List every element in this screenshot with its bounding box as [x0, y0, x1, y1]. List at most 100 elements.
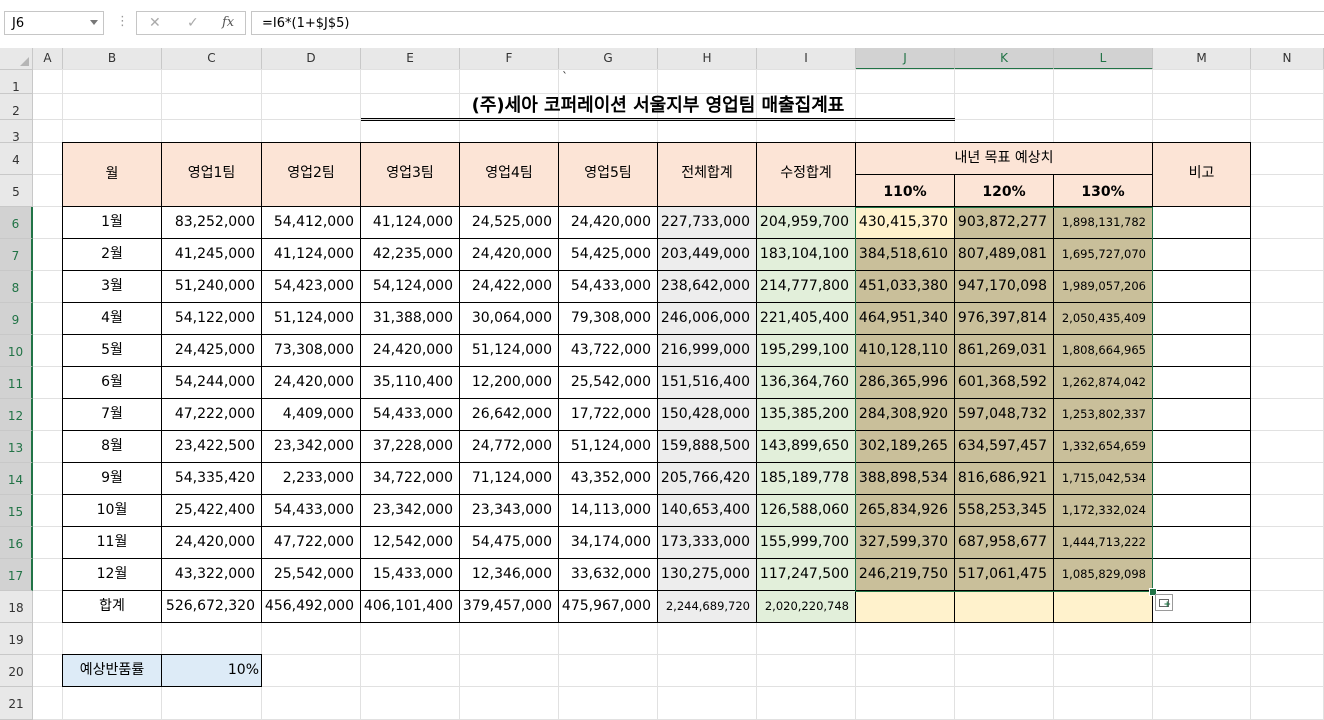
- table-cell-j[interactable]: 388,898,534: [855, 462, 955, 495]
- table-cell-e[interactable]: 24,420,000: [360, 334, 460, 367]
- month-label[interactable]: 3월: [62, 270, 162, 303]
- note-cell[interactable]: [1152, 526, 1251, 559]
- table-cell-j[interactable]: 286,365,996: [855, 366, 955, 399]
- row-header-10[interactable]: 10: [0, 335, 33, 367]
- table-cell-k[interactable]: 558,253,345: [954, 494, 1054, 527]
- table-cell-c[interactable]: 54,335,420: [161, 462, 262, 495]
- table-cell-k[interactable]: 816,686,921: [954, 462, 1054, 495]
- fill-handle[interactable]: [1149, 588, 1157, 596]
- return-rate-label[interactable]: 예상반품률: [62, 654, 162, 687]
- month-label[interactable]: 4월: [62, 302, 162, 335]
- total-cell-h[interactable]: 2,244,689,720: [657, 590, 757, 623]
- row-header-16[interactable]: 16: [0, 527, 33, 559]
- column-header-m[interactable]: M: [1153, 48, 1251, 70]
- enter-icon[interactable]: ✓: [187, 15, 199, 31]
- table-cell-e[interactable]: 37,228,000: [360, 430, 460, 463]
- total-cell-l[interactable]: [1053, 590, 1153, 623]
- table-cell-c[interactable]: 24,425,000: [161, 334, 262, 367]
- row-header-20[interactable]: 20: [0, 655, 33, 687]
- table-cell-k[interactable]: 807,489,081: [954, 238, 1054, 271]
- table-cell-i[interactable]: 117,247,500: [756, 558, 856, 591]
- table-cell-l[interactable]: 1,808,664,965: [1053, 334, 1153, 367]
- table-cell-g[interactable]: 34,174,000: [558, 526, 658, 559]
- column-header-d[interactable]: D: [262, 48, 361, 70]
- table-cell-e[interactable]: 35,110,400: [360, 366, 460, 399]
- month-label[interactable]: 8월: [62, 430, 162, 463]
- table-cell-i[interactable]: 126,588,060: [756, 494, 856, 527]
- table-cell-i[interactable]: 204,959,700: [756, 206, 856, 239]
- header-pct120[interactable]: 120%: [954, 174, 1054, 207]
- table-cell-c[interactable]: 54,244,000: [161, 366, 262, 399]
- table-cell-d[interactable]: 41,124,000: [261, 238, 361, 271]
- table-cell-g[interactable]: 54,433,000: [558, 270, 658, 303]
- table-cell-l[interactable]: 1,253,802,337: [1053, 398, 1153, 431]
- table-cell-l[interactable]: 1,332,654,659: [1053, 430, 1153, 463]
- table-cell-c[interactable]: 43,322,000: [161, 558, 262, 591]
- table-cell-d[interactable]: 54,423,000: [261, 270, 361, 303]
- table-cell-e[interactable]: 15,433,000: [360, 558, 460, 591]
- header-total[interactable]: 전체합계: [657, 142, 757, 207]
- table-cell-d[interactable]: 73,308,000: [261, 334, 361, 367]
- table-cell-c[interactable]: 83,252,000: [161, 206, 262, 239]
- table-cell-k[interactable]: 601,368,592: [954, 366, 1054, 399]
- table-cell-k[interactable]: 976,397,814: [954, 302, 1054, 335]
- total-cell-g[interactable]: 475,967,000: [558, 590, 658, 623]
- table-cell-g[interactable]: 33,632,000: [558, 558, 658, 591]
- column-header-c[interactable]: C: [162, 48, 262, 70]
- table-cell-d[interactable]: 51,124,000: [261, 302, 361, 335]
- table-cell-g[interactable]: 24,420,000: [558, 206, 658, 239]
- total-cell-k[interactable]: [954, 590, 1054, 623]
- table-cell-l[interactable]: 1,172,332,024: [1053, 494, 1153, 527]
- row-header-3[interactable]: 3: [0, 120, 33, 144]
- column-header-j[interactable]: J: [856, 48, 955, 70]
- table-cell-l[interactable]: 1,695,727,070: [1053, 238, 1153, 271]
- table-cell-g[interactable]: 25,542,000: [558, 366, 658, 399]
- table-cell-d[interactable]: 23,342,000: [261, 430, 361, 463]
- month-label[interactable]: 11월: [62, 526, 162, 559]
- table-cell-d[interactable]: 2,233,000: [261, 462, 361, 495]
- table-cell-l[interactable]: 1,989,057,206: [1053, 270, 1153, 303]
- total-cell-d[interactable]: 456,492,000: [261, 590, 361, 623]
- table-cell-i[interactable]: 185,189,778: [756, 462, 856, 495]
- row-header-5[interactable]: 5: [0, 175, 33, 207]
- table-cell-i[interactable]: 221,405,400: [756, 302, 856, 335]
- table-cell-j[interactable]: 302,189,265: [855, 430, 955, 463]
- table-cell-h[interactable]: 227,733,000: [657, 206, 757, 239]
- sheet-title[interactable]: (주)세아 코퍼레이션 서울지부 영업팀 매출집계표: [361, 92, 955, 121]
- table-cell-h[interactable]: 205,766,420: [657, 462, 757, 495]
- table-cell-c[interactable]: 25,422,400: [161, 494, 262, 527]
- note-cell[interactable]: [1152, 430, 1251, 463]
- table-cell-f[interactable]: 24,525,000: [459, 206, 559, 239]
- total-cell-e[interactable]: 406,101,400: [360, 590, 460, 623]
- table-cell-d[interactable]: 4,409,000: [261, 398, 361, 431]
- column-header-k[interactable]: K: [955, 48, 1054, 70]
- month-label[interactable]: 12월: [62, 558, 162, 591]
- row-header-13[interactable]: 13: [0, 431, 33, 463]
- table-cell-l[interactable]: 1,262,874,042: [1053, 366, 1153, 399]
- table-cell-f[interactable]: 24,772,000: [459, 430, 559, 463]
- note-cell[interactable]: [1152, 302, 1251, 335]
- header-team2[interactable]: 영업2팀: [261, 142, 361, 207]
- table-cell-h[interactable]: 238,642,000: [657, 270, 757, 303]
- row-header-8[interactable]: 8: [0, 271, 33, 303]
- chevron-down-icon[interactable]: [90, 20, 98, 25]
- table-cell-j[interactable]: 451,033,380: [855, 270, 955, 303]
- name-box[interactable]: J6: [4, 11, 104, 35]
- table-cell-k[interactable]: 634,597,457: [954, 430, 1054, 463]
- table-cell-i[interactable]: 183,104,100: [756, 238, 856, 271]
- table-cell-e[interactable]: 31,388,000: [360, 302, 460, 335]
- total-cell-c[interactable]: 526,672,320: [161, 590, 262, 623]
- note-cell[interactable]: [1152, 334, 1251, 367]
- table-cell-g[interactable]: 51,124,000: [558, 430, 658, 463]
- header-pct110[interactable]: 110%: [855, 174, 955, 207]
- note-cell[interactable]: [1152, 398, 1251, 431]
- table-cell-g[interactable]: 79,308,000: [558, 302, 658, 335]
- table-cell-f[interactable]: 12,346,000: [459, 558, 559, 591]
- column-header-l[interactable]: L: [1054, 48, 1153, 70]
- month-label[interactable]: 2월: [62, 238, 162, 271]
- table-cell-k[interactable]: 947,170,098: [954, 270, 1054, 303]
- note-cell[interactable]: [1152, 238, 1251, 271]
- note-cell[interactable]: [1152, 494, 1251, 527]
- table-cell-c[interactable]: 54,122,000: [161, 302, 262, 335]
- header-month[interactable]: 월: [62, 142, 162, 207]
